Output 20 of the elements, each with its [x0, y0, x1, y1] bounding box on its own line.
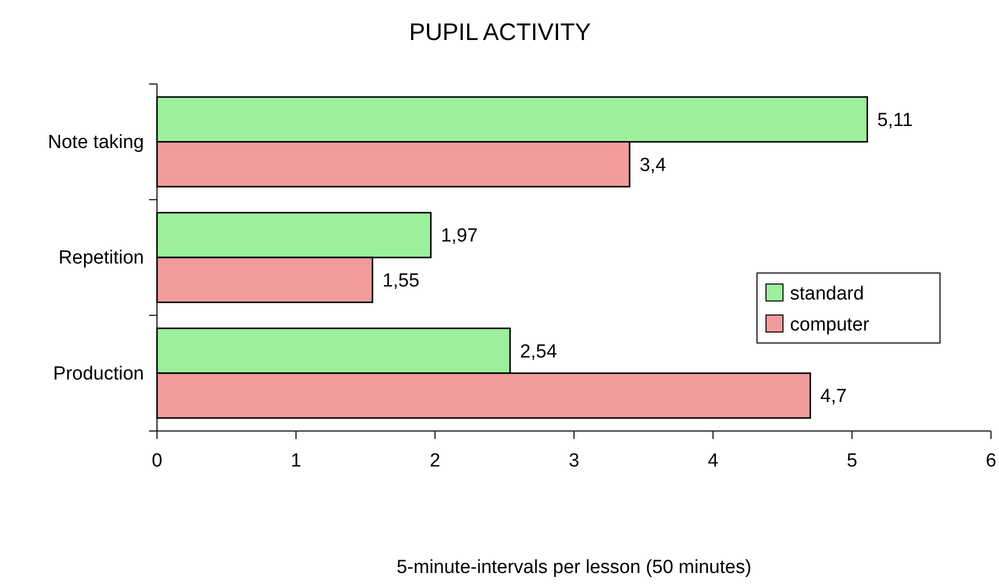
data-label: 2,54	[520, 341, 558, 362]
x-tick-label: 2	[430, 450, 440, 472]
data-label: 5,11	[877, 110, 913, 132]
data-label: 1,97	[440, 226, 478, 247]
legend-label: standard	[790, 284, 864, 305]
chart-title: PUPIL ACTIVITY	[409, 19, 591, 46]
x-tick-label: 1	[290, 450, 302, 472]
data-label: 3,4	[640, 154, 666, 176]
x-tick-label: 6	[986, 450, 996, 472]
y-tick-label: Production	[53, 363, 144, 384]
x-axis-title: 5-minute-intervals per lesson (50 minutes)	[396, 557, 752, 578]
x-tick-label: 0	[152, 450, 162, 472]
data-label: 4,7	[820, 386, 847, 408]
legend-label: computer	[790, 314, 870, 336]
x-tick-label: 4	[708, 450, 719, 472]
x-tick-label: 5	[846, 450, 858, 472]
y-tick-label: Repetition	[58, 248, 144, 269]
data-label: 1,55	[382, 270, 420, 292]
x-tick-label: 3	[568, 450, 580, 472]
y-tick-label: Note taking	[48, 132, 144, 153]
